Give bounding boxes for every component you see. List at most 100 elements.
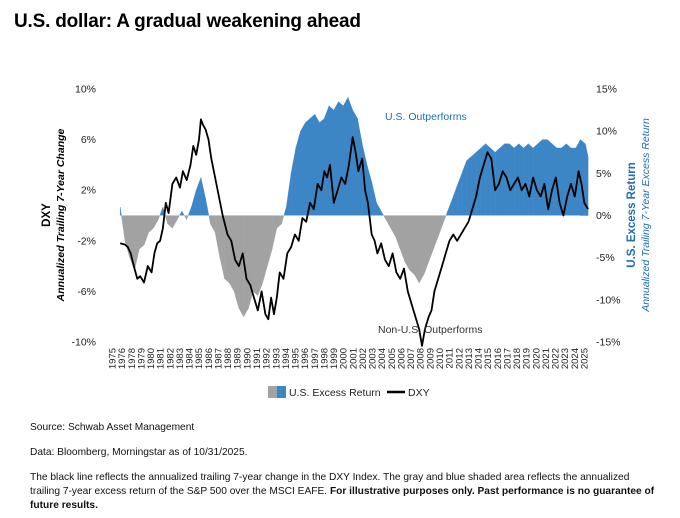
x-tick-label: 1992 bbox=[262, 348, 273, 369]
excess-return-negative-segment bbox=[390, 215, 396, 238]
excess-return-negative-segment bbox=[442, 215, 447, 224]
x-tick-label: 2004 bbox=[377, 348, 388, 369]
x-tick-label: 1976 bbox=[117, 348, 128, 369]
dxy-line bbox=[119, 118, 589, 347]
excess-return-positive-segment bbox=[537, 139, 543, 216]
excess-return-negative-segment bbox=[208, 215, 211, 224]
excess-return-positive-segment bbox=[461, 160, 467, 216]
disclaimer-text: For illustrative purposes only. Past per… bbox=[30, 486, 655, 511]
x-tick-label: 1997 bbox=[310, 348, 321, 369]
x-tick-label: 1996 bbox=[300, 348, 311, 369]
x-tick-label: 1975 bbox=[108, 348, 119, 369]
x-tick-label: 2011 bbox=[445, 348, 456, 368]
left-tick-label: 6% bbox=[81, 134, 96, 146]
excess-return-positive-segment bbox=[283, 207, 287, 216]
x-tick-label: 1981 bbox=[156, 348, 167, 369]
x-tick-label: 1989 bbox=[233, 348, 244, 369]
x-tick-label: 1991 bbox=[252, 348, 263, 369]
x-tick-label: 2014 bbox=[474, 348, 485, 369]
chart: 10%6%2%-2%-6%-10% 15%10%5%0%-5%-10%-15% … bbox=[41, 84, 652, 400]
excess-return-negative-segment bbox=[276, 215, 282, 229]
excess-return-negative-segment bbox=[214, 215, 221, 258]
x-tick-label: 2001 bbox=[348, 348, 359, 369]
x-tick-label: 1998 bbox=[319, 348, 330, 369]
x-tick-label: 1982 bbox=[165, 348, 176, 369]
excess-return-positive-segment bbox=[324, 105, 330, 216]
x-tick-label: 1993 bbox=[271, 348, 282, 369]
excess-return-positive-segment bbox=[159, 207, 164, 216]
excess-return-positive-segment bbox=[200, 177, 206, 216]
page-title: U.S. dollar: A gradual weakening ahead bbox=[14, 11, 361, 32]
left-axis-title-sub: Annualized Trailing 7-Year Change bbox=[55, 128, 67, 302]
excess-return-negative-segment bbox=[219, 215, 225, 279]
excess-return-negative-segment bbox=[121, 215, 126, 241]
excess-return-negative-segment bbox=[414, 215, 420, 284]
x-tick-label: 2018 bbox=[512, 348, 523, 369]
x-tick-label: 2016 bbox=[493, 348, 504, 369]
x-tick-label: 2000 bbox=[339, 348, 350, 369]
excess-return-positive-segment bbox=[376, 202, 382, 216]
excess-return-negative-segment bbox=[271, 215, 277, 250]
x-tick-label: 2025 bbox=[580, 348, 591, 369]
x-tick-label: 2023 bbox=[560, 348, 571, 369]
excess-return-negative-segment bbox=[167, 215, 173, 229]
right-tick-label: -15% bbox=[596, 337, 621, 349]
x-axis-ticks: 1975197619781979198019811982198319841985… bbox=[108, 348, 591, 369]
excess-return-negative-segment bbox=[423, 215, 429, 275]
excess-return-positive-segment bbox=[371, 181, 377, 216]
right-tick-label: 0% bbox=[596, 210, 611, 222]
left-axis-title: DXY Annualized Trailing 7-Year Change bbox=[41, 128, 67, 302]
x-tick-label: 2010 bbox=[435, 348, 446, 369]
excess-return-positive-segment bbox=[181, 210, 185, 216]
right-axis-title: U.S. Excess Return Annualized Trailing 7… bbox=[626, 118, 652, 313]
excess-return-negative-segment bbox=[177, 215, 180, 220]
right-tick-label: 5% bbox=[596, 168, 611, 180]
excess-return-positive-segment bbox=[466, 156, 472, 216]
excess-return-negative-segment bbox=[404, 215, 410, 272]
x-tick-label: 1979 bbox=[136, 348, 147, 369]
excess-return-positive-segment bbox=[286, 173, 292, 216]
excess-return-negative-segment bbox=[148, 215, 154, 233]
x-tick-label: 1986 bbox=[204, 348, 215, 369]
excess-return-negative-segment bbox=[183, 215, 187, 221]
excess-return-positive-segment bbox=[447, 198, 453, 216]
x-tick-label: 1980 bbox=[146, 348, 157, 369]
excess-return-negative-segment bbox=[210, 215, 216, 233]
left-tick-label: -6% bbox=[77, 286, 96, 298]
excess-return-positive-segment bbox=[196, 177, 202, 216]
excess-return-positive-segment bbox=[585, 143, 589, 216]
excess-return-negative-segment bbox=[172, 215, 178, 229]
right-axis-title-main: U.S. Excess Return bbox=[626, 162, 638, 267]
excess-return-positive-segment bbox=[445, 211, 448, 216]
right-axis-title-sub: Annualized Trailing 7-Year Excess Return bbox=[640, 118, 652, 313]
excess-return-negative-segment bbox=[428, 215, 434, 262]
excess-return-negative-segment bbox=[438, 215, 444, 237]
excess-return-positive-segment bbox=[509, 143, 515, 216]
source-note: Source: Schwab Asset Management bbox=[30, 422, 195, 433]
x-tick-label: 1994 bbox=[281, 348, 292, 369]
excess-return-negative-segment bbox=[433, 215, 439, 250]
x-tick-label: 1985 bbox=[194, 348, 205, 369]
data-note: Data: Bloomberg, Morningstar as of 10/31… bbox=[30, 447, 248, 458]
right-tick-label: -5% bbox=[596, 252, 615, 264]
x-tick-label: 2007 bbox=[406, 348, 417, 369]
excess-return-positive-segment bbox=[452, 185, 458, 216]
x-tick-label: 1999 bbox=[329, 348, 340, 369]
left-axis-title-main: DXY bbox=[41, 203, 53, 227]
annotation-non-us-outperforms: Non-U.S. Outperforms bbox=[378, 324, 482, 336]
x-tick-label: 2002 bbox=[358, 348, 369, 369]
x-tick-label: 1988 bbox=[223, 348, 234, 369]
excess-return-negative-segment bbox=[267, 215, 273, 267]
legend-label-dxy: DXY bbox=[408, 387, 430, 399]
right-axis-ticks: 15% 10% 5% 0% -5% -10% -15% bbox=[596, 84, 621, 349]
x-tick-label: 2003 bbox=[368, 348, 379, 369]
excess-return-positive-segment bbox=[191, 190, 197, 216]
excess-return-positive-segment bbox=[300, 121, 306, 216]
x-tick-label: 2006 bbox=[396, 348, 407, 369]
description-note: The black line reflects the annualized t… bbox=[30, 471, 662, 513]
x-tick-label: 2017 bbox=[502, 348, 513, 369]
legend-swatch-excess-return bbox=[268, 386, 286, 398]
x-tick-label: 2013 bbox=[464, 348, 475, 369]
excess-return-negative-segment bbox=[158, 215, 161, 220]
x-tick-label: 2008 bbox=[416, 348, 427, 369]
